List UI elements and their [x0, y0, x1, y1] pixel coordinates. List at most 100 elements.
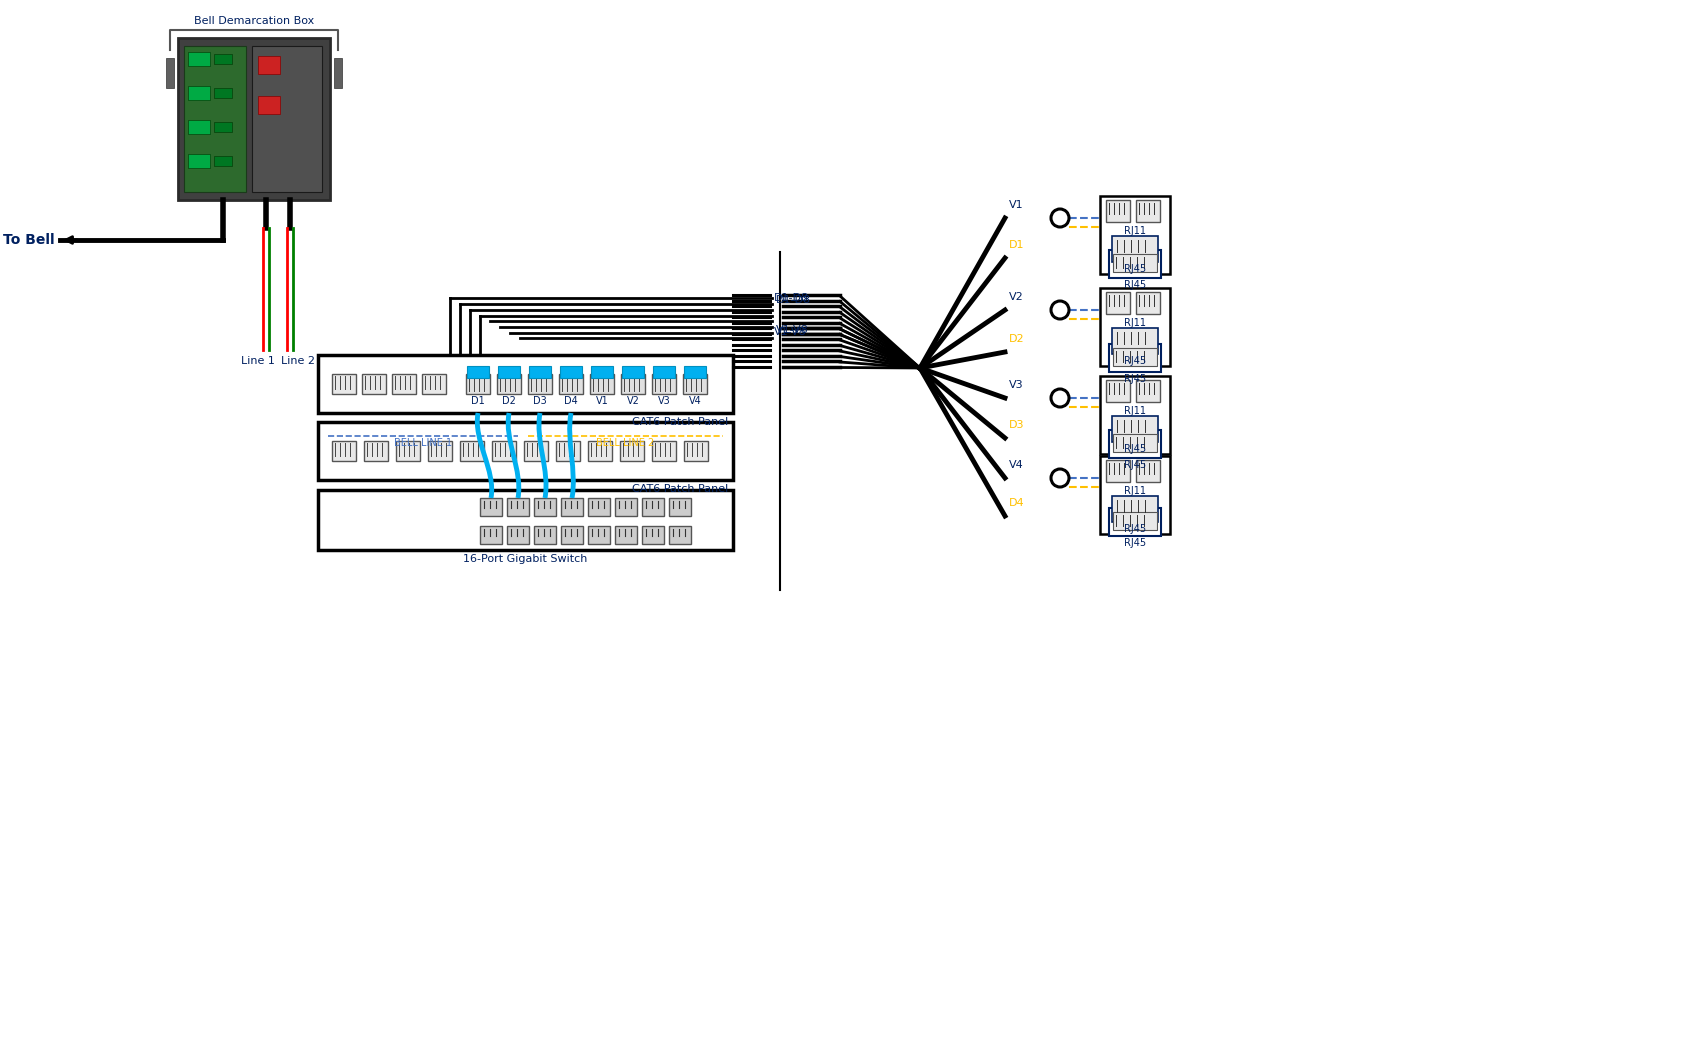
Bar — [559, 374, 582, 394]
Bar — [533, 526, 555, 544]
Text: RJ45: RJ45 — [1124, 444, 1146, 454]
Bar — [429, 441, 452, 461]
Text: D1: D1 — [471, 396, 484, 406]
Bar — [479, 526, 501, 544]
Bar — [498, 366, 520, 378]
Text: D1: D1 — [1009, 240, 1025, 250]
Bar — [214, 54, 231, 64]
Bar — [684, 366, 706, 378]
Bar — [614, 526, 636, 544]
Bar — [614, 498, 636, 516]
Bar — [587, 526, 609, 544]
Bar — [591, 374, 614, 394]
Bar — [1112, 511, 1156, 530]
Bar — [491, 441, 517, 461]
Bar — [619, 441, 645, 461]
Bar — [187, 120, 209, 134]
Bar — [1109, 430, 1161, 458]
Bar — [187, 86, 209, 100]
Bar — [1112, 328, 1158, 354]
Bar — [317, 422, 733, 480]
Bar — [1136, 292, 1160, 314]
Bar — [1136, 460, 1160, 482]
Text: V3: V3 — [658, 396, 670, 406]
Bar — [641, 498, 663, 516]
Bar — [214, 88, 231, 98]
Text: V4: V4 — [689, 396, 702, 406]
Bar — [1112, 416, 1158, 442]
Text: RJ45: RJ45 — [1124, 264, 1146, 274]
Bar — [1112, 236, 1158, 262]
Bar — [1101, 456, 1170, 535]
Bar — [187, 154, 209, 168]
Bar — [187, 52, 209, 66]
Bar — [252, 46, 322, 192]
Text: V1-V8: V1-V8 — [776, 325, 809, 335]
Bar — [1136, 380, 1160, 402]
Text: To Bell: To Bell — [3, 233, 56, 247]
Bar — [560, 498, 582, 516]
Bar — [461, 441, 484, 461]
Bar — [533, 498, 555, 516]
Bar — [1109, 344, 1161, 372]
Bar — [1101, 288, 1170, 366]
Bar — [684, 374, 707, 394]
Bar — [317, 355, 733, 413]
Bar — [392, 374, 415, 394]
Text: RJ11: RJ11 — [1124, 226, 1146, 236]
Bar — [506, 498, 528, 516]
Bar — [621, 366, 645, 378]
Bar — [652, 441, 675, 461]
Bar — [1112, 496, 1158, 522]
Text: RJ11: RJ11 — [1124, 486, 1146, 496]
Circle shape — [1052, 469, 1069, 487]
Text: V2: V2 — [626, 396, 640, 406]
Text: BELL LINE 2: BELL LINE 2 — [596, 438, 655, 448]
Text: D4: D4 — [564, 396, 577, 406]
Text: Line 1: Line 1 — [241, 356, 275, 366]
Bar — [621, 374, 645, 394]
Bar — [258, 96, 280, 114]
Text: V3: V3 — [1009, 380, 1023, 390]
Bar — [555, 441, 581, 461]
Text: D3: D3 — [533, 396, 547, 406]
Bar — [506, 526, 528, 544]
Bar — [1106, 380, 1129, 402]
Text: BELL LINE 1: BELL LINE 1 — [393, 438, 452, 448]
Bar — [1106, 200, 1129, 222]
Bar — [334, 58, 343, 88]
Text: V4: V4 — [1009, 460, 1023, 470]
Bar — [422, 374, 446, 394]
Bar — [479, 498, 501, 516]
Bar — [317, 490, 733, 550]
Text: 16-Port Gigabit Switch: 16-Port Gigabit Switch — [463, 554, 587, 564]
Bar — [468, 366, 490, 378]
Bar — [587, 441, 613, 461]
Bar — [165, 58, 174, 88]
Text: RJ45: RJ45 — [1124, 524, 1146, 535]
Text: D3: D3 — [1009, 420, 1025, 430]
Text: CAT6 Patch Panel: CAT6 Patch Panel — [631, 484, 728, 494]
Bar — [591, 366, 613, 378]
Bar — [1106, 460, 1129, 482]
Text: D1-D8: D1-D8 — [775, 293, 809, 303]
Bar — [523, 441, 549, 461]
Text: CAT6 Patch Panel: CAT6 Patch Panel — [631, 417, 728, 427]
Text: D4: D4 — [1009, 498, 1025, 508]
Bar — [668, 498, 690, 516]
Text: Bell Demarcation Box: Bell Demarcation Box — [194, 16, 314, 26]
Bar — [560, 366, 582, 378]
Bar — [528, 374, 552, 394]
Bar — [1109, 250, 1161, 278]
Bar — [466, 374, 490, 394]
Bar — [496, 374, 522, 394]
Bar — [177, 38, 329, 200]
Bar — [184, 46, 246, 192]
Circle shape — [1052, 209, 1069, 227]
Bar — [1106, 292, 1129, 314]
Bar — [684, 441, 707, 461]
Text: RJ45: RJ45 — [1124, 460, 1146, 470]
Bar — [1101, 376, 1170, 454]
Bar — [653, 366, 675, 378]
Bar — [1112, 434, 1156, 452]
